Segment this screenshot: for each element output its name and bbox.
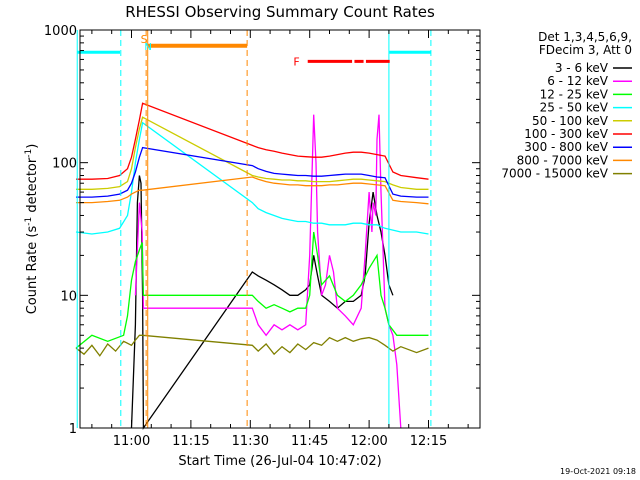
legend-label-1: 6 - 12 keV xyxy=(547,74,609,88)
y-axis-label-sup1: -1 xyxy=(24,217,34,226)
y-tick-label-3: 1000 xyxy=(44,24,77,39)
y-tick-label-1: 10 xyxy=(60,289,77,304)
plot-area: F SN 11:00 11:15 11:30 11:45 12:00 12:15 1 10 100… xyxy=(44,24,481,449)
series-line-3 xyxy=(75,121,429,235)
x-tick-label-0: 11:00 xyxy=(113,434,150,449)
legend-label-3: 25 - 50 keV xyxy=(540,101,609,115)
y-axis-label-mid: detector xyxy=(25,157,40,217)
series-line-0 xyxy=(130,175,394,431)
series-line-4 xyxy=(76,116,429,190)
legend-header-1: Det 1,3,4,5,6,9, xyxy=(538,30,632,44)
legend-label-5: 100 - 300 keV xyxy=(524,127,608,141)
saa-flag-label: S xyxy=(141,33,148,46)
legend-header-2: FDecim 3, Att 0 xyxy=(539,43,632,57)
chart-title: RHESSI Observing Summary Count Rates xyxy=(125,3,435,21)
series-line-6 xyxy=(76,146,429,198)
y-tick-label-2: 100 xyxy=(52,157,77,172)
y-axis-label: Count Rate (s-1 detector-1) xyxy=(24,144,40,315)
x-tick-label-3: 11:45 xyxy=(291,434,328,449)
series-line-1 xyxy=(134,114,402,429)
legend-label-8: 7000 - 15000 keV xyxy=(501,167,608,181)
tick-layer: 11:00 11:15 11:30 11:45 12:00 12:15 1 10 100 1000 xyxy=(44,24,480,449)
x-tick-label-4: 12:00 xyxy=(350,434,387,449)
x-tick-label-5: 12:15 xyxy=(410,434,447,449)
series-line-5 xyxy=(76,102,429,180)
series-line-2 xyxy=(75,231,429,349)
legend-label-6: 300 - 800 keV xyxy=(524,140,608,154)
legend-label-2: 12 - 25 keV xyxy=(540,87,609,101)
footer-date: 19-Oct-2021 09:18 xyxy=(560,467,636,476)
x-tick-label-1: 11:15 xyxy=(172,434,209,449)
y-axis-label-sup2: -1 xyxy=(24,149,34,158)
y-axis-label-end: ) xyxy=(25,144,40,149)
plot-frame xyxy=(79,29,481,429)
series-layer xyxy=(75,102,429,431)
legend: Det 1,3,4,5,6,9, FDecim 3, Att 0 3 - 6 k… xyxy=(501,30,632,181)
legend-label-0: 3 - 6 keV xyxy=(555,61,609,75)
x-tick-label-2: 11:30 xyxy=(232,434,269,449)
flag-layer: F SN xyxy=(76,30,432,428)
series-line-8 xyxy=(75,334,429,357)
legend-label-4: 50 - 100 keV xyxy=(532,114,609,128)
y-axis-label-base: Count Rate (s xyxy=(25,226,40,315)
x-axis-label: Start Time (26-Jul-04 10:47:02) xyxy=(178,454,381,469)
flare-flag-label: F xyxy=(293,55,299,68)
legend-label-7: 800 - 7000 keV xyxy=(517,153,609,167)
y-tick-label-0: 1 xyxy=(69,422,77,437)
series-line-7 xyxy=(76,176,429,205)
night-flag-label: N xyxy=(144,42,151,53)
